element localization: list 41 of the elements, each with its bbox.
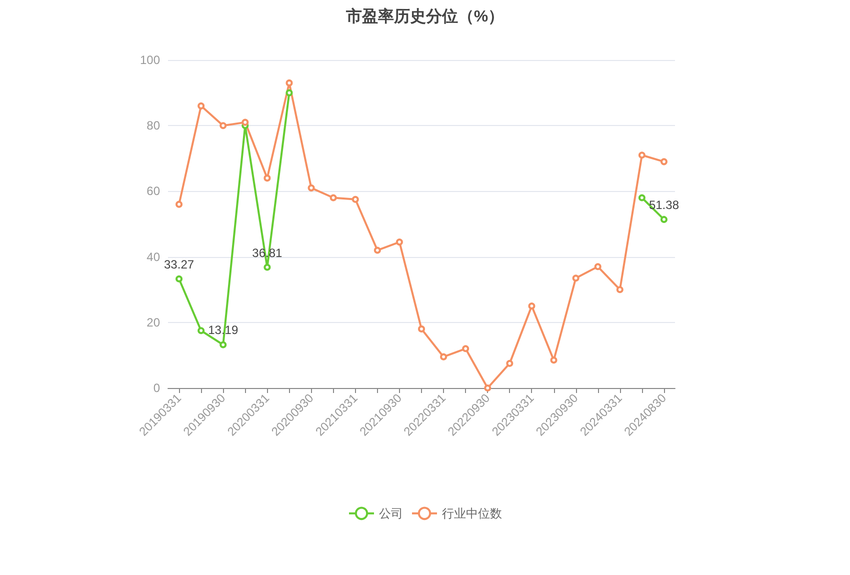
y-tick-label: 40 [146,250,160,264]
point [638,152,646,159]
legend-label: 行业中位数 [442,506,502,520]
point [484,384,492,392]
point [440,353,448,360]
point [616,286,624,294]
data-label: 51.38 [648,198,680,212]
y-tick-label: 20 [146,315,160,330]
point [660,158,668,166]
point [638,194,646,202]
point [308,184,315,192]
point [330,194,337,202]
data-label: 33.27 [164,257,194,272]
point [198,327,205,334]
point [176,275,183,282]
chart-title: 市盈率历史分位（%） [344,6,504,26]
point [396,238,403,246]
point [660,216,668,223]
point [220,122,227,130]
point [550,356,558,364]
point [572,274,580,282]
y-tick-label: 80 [146,118,160,133]
point [286,89,293,96]
point [220,341,227,348]
point [264,264,271,271]
point [594,263,602,270]
point [286,79,293,86]
point [506,360,514,367]
point [242,118,249,126]
point [198,102,205,110]
point [374,246,381,254]
point [462,345,470,352]
y-tick-label: 0 [153,381,160,395]
point [418,325,425,332]
point [176,200,183,208]
point [352,196,359,203]
y-tick-label: 60 [146,184,160,198]
point [528,302,536,310]
y-tick-label: 100 [140,53,160,67]
point [264,174,271,182]
legend-label: 公司 [379,506,403,520]
